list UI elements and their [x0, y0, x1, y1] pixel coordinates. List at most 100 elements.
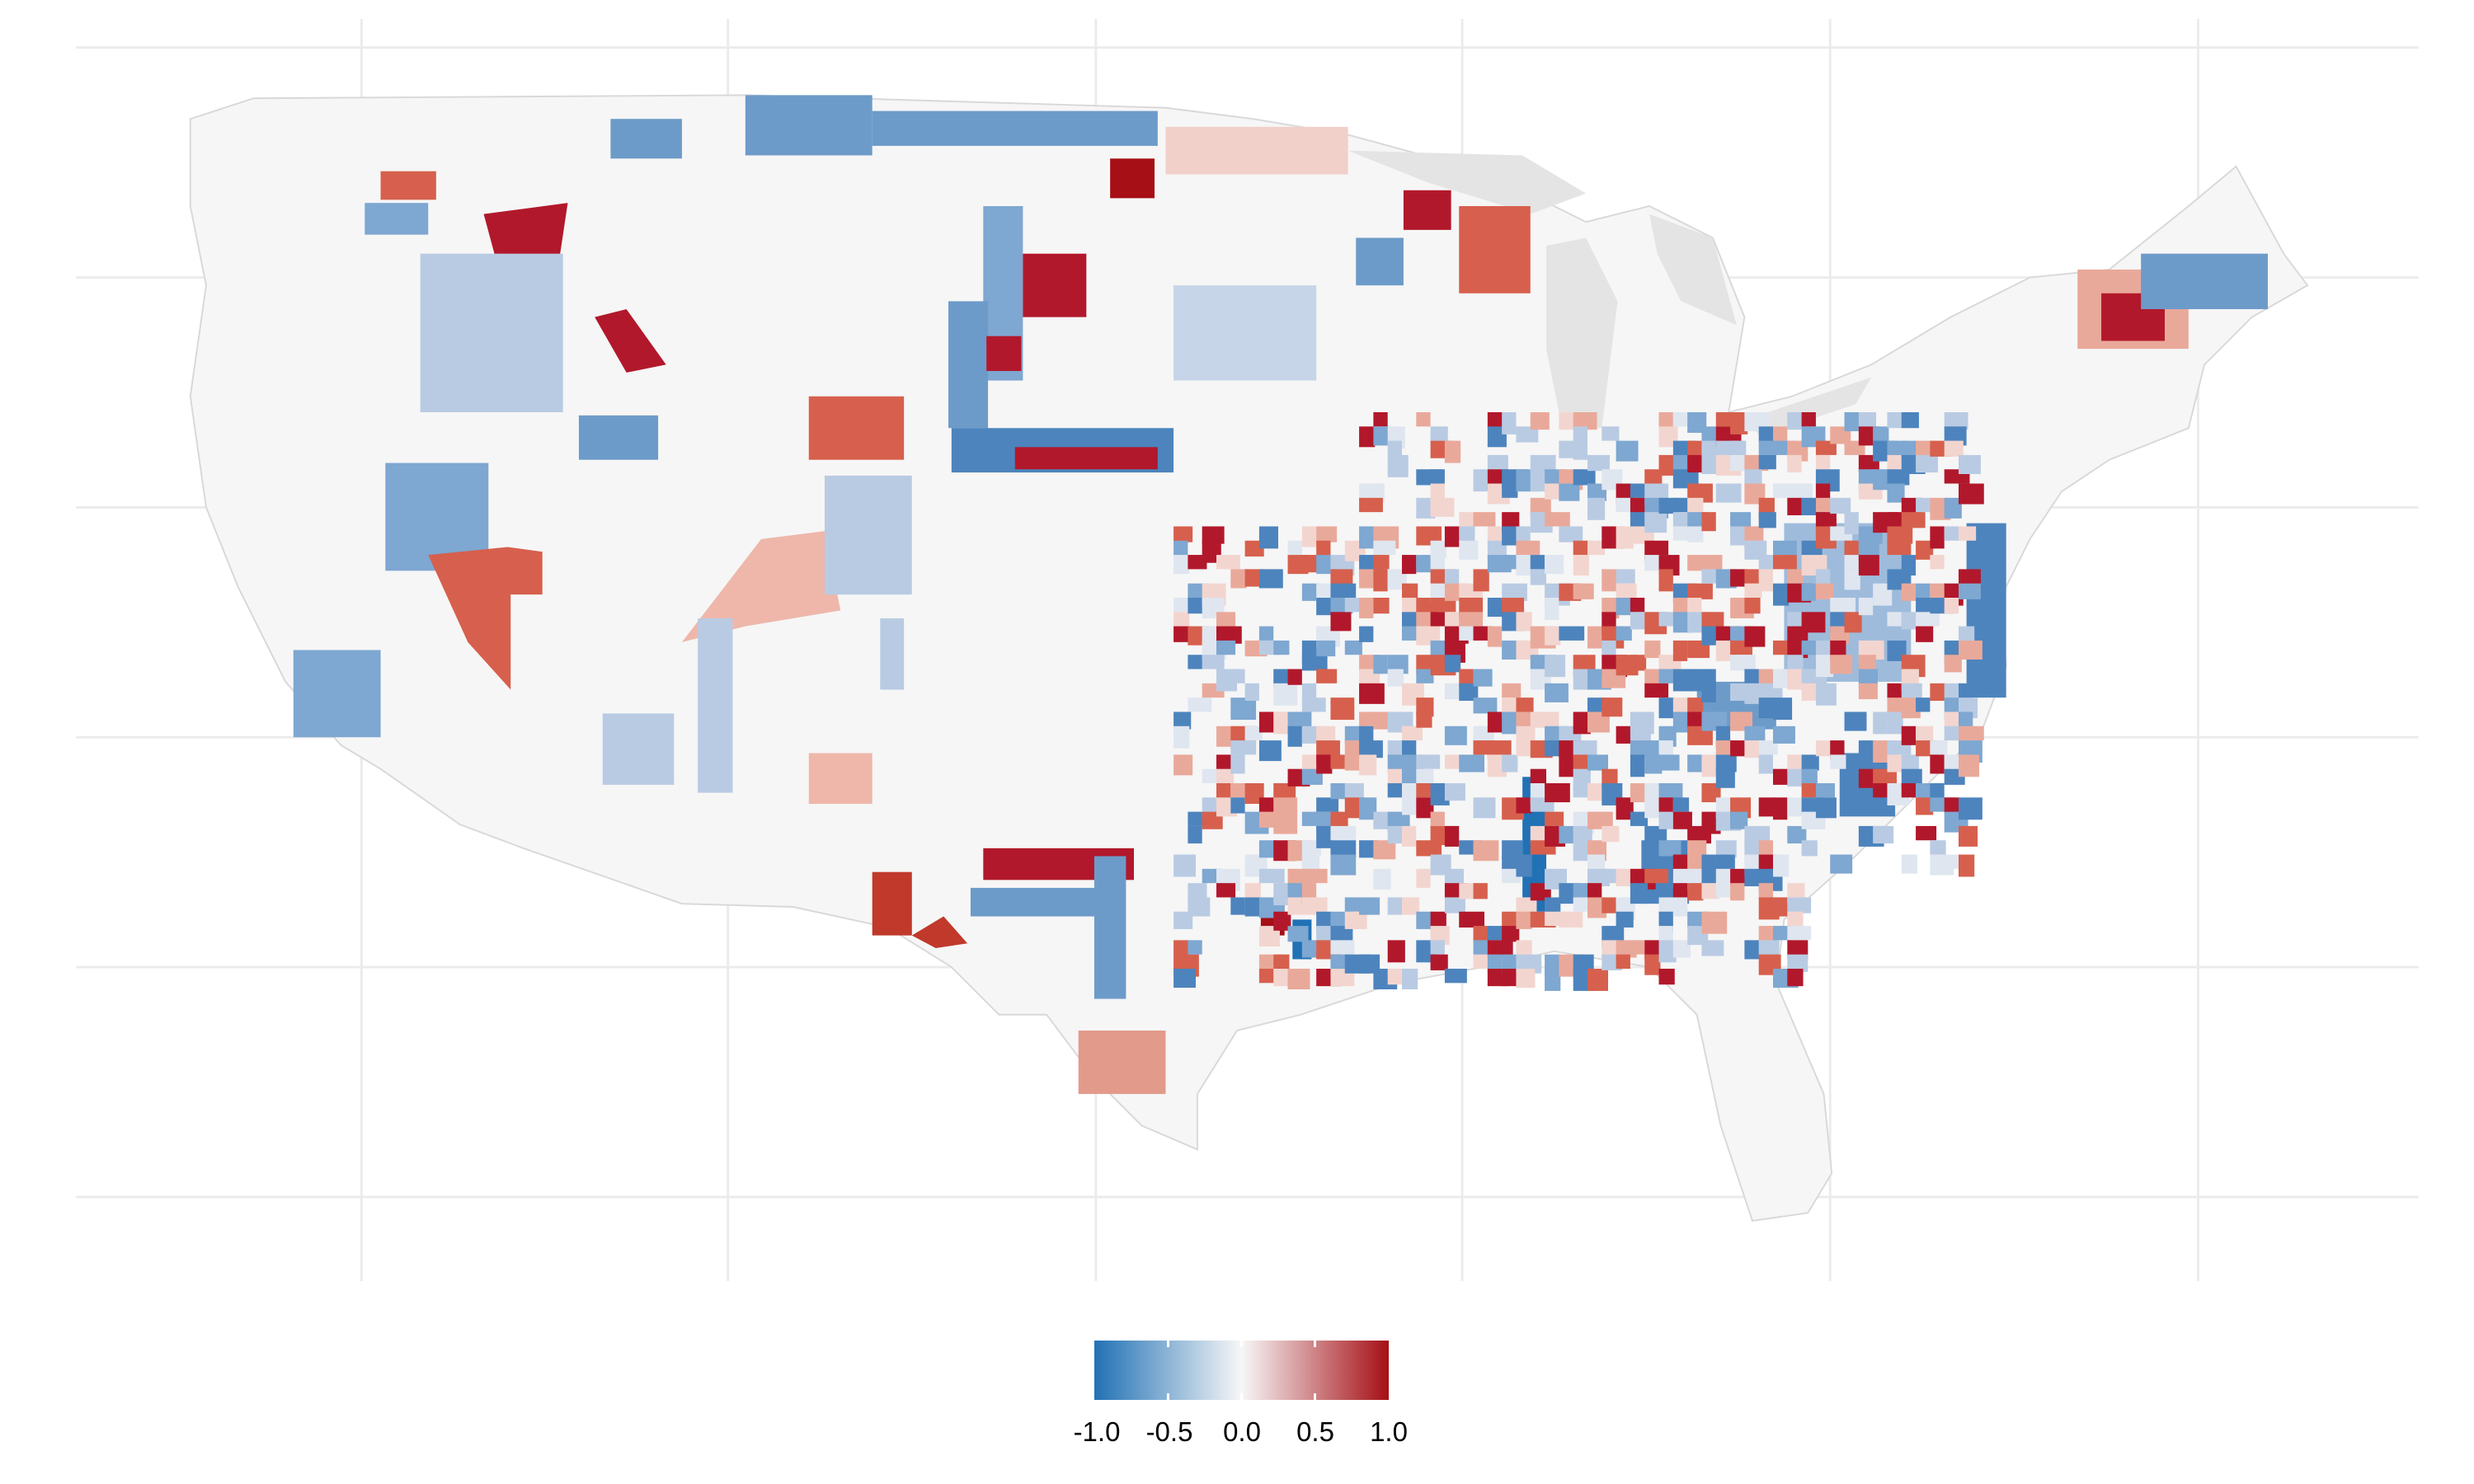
county-cell [1744, 626, 1766, 647]
county-cell [1959, 583, 1981, 599]
county-cell [1730, 412, 1748, 434]
color-scale-legend [1094, 1341, 1389, 1400]
county-cell [1587, 483, 1607, 501]
county-cell [1658, 840, 1681, 857]
county-cell [1644, 469, 1663, 486]
county-cell [1787, 825, 1807, 844]
county-cell [1473, 840, 1499, 862]
county-cell [1416, 669, 1434, 683]
county-cell [1416, 754, 1441, 769]
county-cell [1258, 740, 1282, 762]
county-cell [1573, 897, 1589, 912]
county-cell [1944, 440, 1964, 457]
county-cell [1587, 783, 1607, 801]
county-cell [1858, 598, 1874, 616]
county-cell [1530, 412, 1550, 430]
county-cell [1430, 483, 1445, 501]
county-cell [1773, 555, 1797, 570]
legend-tick [1314, 1341, 1316, 1347]
county-cell [1301, 655, 1328, 671]
county-cell [1444, 726, 1467, 745]
county-cell [1174, 940, 1190, 956]
county-cell [1545, 711, 1559, 726]
county-cell [1330, 854, 1357, 876]
county-cell [1459, 754, 1484, 773]
county-cell [1573, 583, 1594, 599]
county-cell [1602, 569, 1618, 592]
county-cell [1573, 711, 1591, 735]
county-cell [1273, 640, 1290, 655]
county-cell [1887, 526, 1913, 544]
county-cell [1258, 811, 1276, 828]
county-cell [1787, 454, 1802, 473]
county-cell [1730, 655, 1756, 671]
county-cell [1587, 754, 1608, 771]
county-cell [1502, 683, 1522, 698]
county-cell [1316, 825, 1333, 848]
county-cell [1330, 612, 1352, 632]
county-cell [1387, 440, 1402, 458]
county-cell [1701, 669, 1716, 687]
county-cell [1230, 797, 1245, 814]
county-cell [1530, 768, 1546, 785]
county-cell [1644, 783, 1659, 800]
county-cell [1330, 840, 1357, 858]
county-cell [1516, 555, 1534, 576]
county-cell [1230, 697, 1257, 721]
county-cell [1273, 797, 1298, 815]
county-cell [1873, 711, 1888, 735]
county-cell [1887, 483, 1905, 503]
county-cell [1901, 726, 1917, 745]
county-cell [1573, 440, 1587, 460]
county-cell [1758, 797, 1775, 817]
county-cell [1744, 940, 1762, 960]
county-cell [1573, 740, 1597, 758]
county-cell [1916, 697, 1931, 712]
county-cell [1587, 497, 1606, 520]
county-cell [1830, 626, 1850, 644]
county-cell [1387, 454, 1409, 477]
county-cell [1758, 669, 1773, 687]
county-cell [1444, 754, 1461, 769]
county-cell [1916, 626, 1934, 642]
county-cell [1516, 854, 1532, 877]
county-cell [1573, 555, 1589, 576]
county-cell [1344, 911, 1367, 929]
county-cell [1174, 612, 1190, 630]
county-cell [1502, 926, 1520, 942]
county-cell [1230, 740, 1257, 755]
county-mix [1174, 412, 1984, 991]
county-cell [1930, 683, 1946, 701]
county-cell [1316, 555, 1331, 575]
county-cell [1230, 569, 1247, 589]
county-cell [1174, 626, 1192, 642]
county-cell [1430, 555, 1445, 571]
county-cell [1687, 583, 1713, 599]
county-cell [1459, 911, 1484, 928]
county-cell [1773, 797, 1788, 820]
county-cell [1502, 583, 1527, 601]
county-cell [1658, 754, 1680, 771]
county-cell [1916, 497, 1934, 513]
county-cell [1830, 854, 1853, 874]
county-cell [1616, 583, 1637, 599]
county-cell [1402, 726, 1423, 741]
county-cell [1815, 440, 1837, 455]
county-cell [1844, 569, 1860, 590]
county-cell [1658, 797, 1673, 814]
county-cell [1758, 840, 1773, 855]
county-cell [1545, 811, 1564, 826]
county-cell [1287, 669, 1302, 685]
county-cell [1959, 754, 1979, 777]
county-cell [1758, 740, 1778, 755]
county-cell [1616, 726, 1632, 744]
county-cell [1459, 683, 1479, 701]
county-cell [1815, 797, 1837, 819]
county-cell [1787, 754, 1802, 771]
county-cell [1687, 598, 1702, 614]
county-cell [1758, 883, 1773, 899]
county-cell [1402, 825, 1417, 847]
county-cell [1644, 754, 1663, 774]
county-cell [1244, 897, 1263, 917]
county-cell [1830, 655, 1853, 674]
